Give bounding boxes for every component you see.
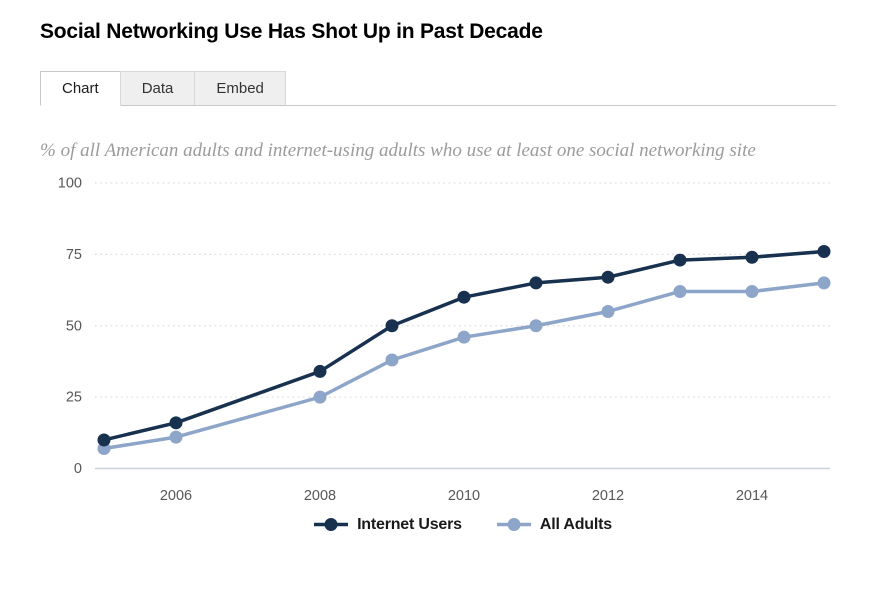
- series-line: [102, 249, 826, 442]
- chart-widget: Social Networking Use Has Shot Up in Pas…: [0, 20, 876, 534]
- data-point[interactable]: [601, 270, 615, 284]
- y-tick-label: 75: [66, 246, 82, 262]
- tab-data[interactable]: Data: [119, 71, 196, 105]
- data-point[interactable]: [673, 253, 687, 267]
- y-tick-label: 0: [74, 461, 82, 477]
- data-point[interactable]: [745, 250, 759, 264]
- chart-legend: Internet Users All Adults: [95, 516, 830, 534]
- x-tick-label: 2006: [160, 488, 192, 504]
- data-point[interactable]: [817, 276, 831, 290]
- line-chart: 0 25 50 75 100 2006 2008 2010 2012 2014: [40, 173, 836, 510]
- legend-item-all-adults[interactable]: All Adults: [496, 516, 612, 534]
- data-point[interactable]: [313, 390, 327, 404]
- data-point[interactable]: [529, 318, 543, 332]
- legend-marker-internet-users: [314, 518, 349, 532]
- data-point[interactable]: [817, 244, 831, 258]
- data-point[interactable]: [385, 318, 399, 332]
- legend-label-all-adults: All Adults: [539, 515, 612, 533]
- y-tick-label: 25: [66, 389, 82, 405]
- page-title: Social Networking Use Has Shot Up in Pas…: [40, 20, 543, 43]
- data-point[interactable]: [97, 433, 111, 447]
- x-tick-label: 2012: [592, 488, 624, 504]
- data-point[interactable]: [457, 290, 471, 304]
- x-tick-label: 2010: [448, 488, 480, 504]
- chart-plot-area: 0 25 50 75 100 2006 2008 2010 2012 2014: [58, 175, 831, 504]
- data-point[interactable]: [601, 304, 615, 318]
- chart-subtitle: % of all American adults and internet-us…: [40, 140, 756, 161]
- data-point[interactable]: [313, 364, 327, 378]
- data-point[interactable]: [745, 284, 759, 298]
- tab-bar: Chart Data Embed: [40, 71, 836, 106]
- legend-marker-all-adults: [496, 518, 531, 532]
- data-point[interactable]: [673, 284, 687, 298]
- data-point[interactable]: [385, 353, 399, 367]
- data-point[interactable]: [457, 330, 471, 344]
- data-point[interactable]: [529, 276, 543, 290]
- y-tick-label: 50: [66, 318, 82, 334]
- tab-chart[interactable]: Chart: [40, 71, 121, 106]
- tab-embed[interactable]: Embed: [194, 71, 286, 105]
- data-point[interactable]: [169, 430, 183, 444]
- x-tick-label: 2014: [736, 488, 768, 504]
- legend-label-internet-users: Internet Users: [357, 515, 462, 533]
- y-tick-label: 100: [58, 175, 82, 191]
- series-line: [102, 280, 826, 450]
- x-tick-label: 2008: [304, 488, 336, 504]
- data-point[interactable]: [169, 415, 183, 429]
- legend-item-internet-users[interactable]: Internet Users: [313, 516, 462, 534]
